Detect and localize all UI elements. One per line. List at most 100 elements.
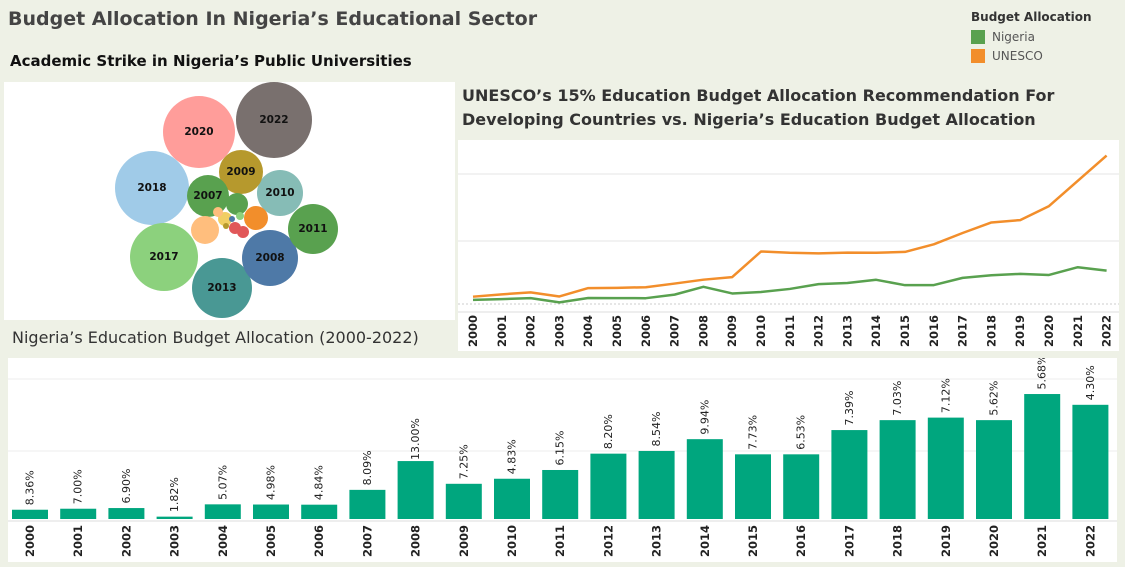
x-tick-label: 2004 [581,315,595,347]
bubble [192,258,252,318]
x-tick-label: 2006 [312,525,326,557]
bubble [213,207,223,217]
x-tick-label: 2022 [1083,525,1097,557]
bar [879,420,916,519]
bubble-label: 2018 [137,182,166,194]
x-tick-label: 2015 [746,525,760,557]
bubble-label: 2020 [184,126,213,138]
x-tick-label: 2000 [23,525,37,557]
line-chart: 2000 2001 2002 2003 2004 2005 2006 2007 2008 2009… [458,154,1119,347]
bar-data-label: 8.09% [361,450,374,485]
legend-item-unesco[interactable]: UNESCO [971,46,1121,65]
x-tick-label: 2015 [898,315,912,347]
bar-data-label: 6.53% [795,415,808,450]
x-tick-label: 2013 [650,525,664,557]
bar-data-label: 8.54% [650,411,663,446]
bar [445,483,482,519]
x-tick-label: 2012 [812,315,826,347]
legend-item-nigeria[interactable]: Nigeria [971,27,1121,46]
bar-data-label: 7.25% [457,444,470,479]
bubble [229,216,235,222]
bar [204,504,241,519]
x-tick-label: 2000 [466,315,480,347]
x-tick-label: 2019 [1013,315,1027,347]
bar-data-label: 8.20% [602,414,615,449]
bar-data-label: 13.00% [409,418,422,460]
bar [590,453,627,519]
x-tick-label: 2013 [840,315,854,347]
x-tick-label: 2016 [794,525,808,557]
bubble-chart-title: Academic Strike in Nigeria’s Public Univ… [10,52,412,70]
bar [12,509,48,519]
bubble-chart-panel: 2022 2020 2018 2017 2013 2008 2011 2010 2009 2007 [4,82,455,320]
bar-data-label: 8.36% [24,470,37,505]
bar-chart-title: Nigeria’s Education Budget Allocation (2… [12,328,419,347]
bubble [236,82,312,158]
bubble [244,206,268,230]
series-line-unesco [472,154,1108,298]
bar [686,439,723,519]
x-tick-label: 2020 [1042,315,1056,347]
bar [301,504,338,519]
bubble [226,193,248,215]
legend-swatch-unesco [971,48,985,63]
x-tick-label: 2001 [495,315,509,347]
bar-data-label: 6.15% [554,431,567,466]
bubble [223,223,229,229]
x-tick-label: 2005 [264,525,278,557]
bar-data-label: 7.12% [939,378,952,413]
bar-data-label: 5.62% [988,381,1001,416]
x-tick-label: 2010 [754,315,768,347]
x-tick-label: 2019 [939,525,953,557]
bar [349,489,386,519]
bubble-label: 2013 [207,282,236,294]
bar-data-label: 7.73% [747,415,760,450]
x-tick-label: 2009 [725,315,739,347]
x-tick-label: 2008 [409,525,423,557]
x-tick-label: 2022 [1100,315,1114,347]
bubble [257,170,303,216]
bar-data-label: 4.84% [313,465,326,500]
bubble-label: 2011 [298,223,327,235]
bubble-label: 2009 [226,166,255,178]
x-tick-label: 2006 [639,315,653,347]
bubble-label: 2008 [255,252,284,264]
bar-chart-panel: 8.36% 7.00% 6.90% 1.82% 5.07% 4.98% 4.84% 8.09%… [8,355,1117,562]
bubble-label: 2022 [259,114,288,126]
line-chart-panel: 2000 2001 2002 2003 2004 2005 2006 2007 2008 2009… [458,140,1119,351]
bar [494,478,530,519]
bar [1024,394,1061,519]
bar-data-label: 9.94% [698,400,711,435]
bubble [115,151,189,225]
bubble [242,230,298,286]
bar [1072,404,1109,519]
bar-data-label: 7.39% [843,391,856,426]
x-tick-label: 2004 [216,525,230,557]
x-tick-label: 2020 [987,525,1001,557]
x-tick-label: 2003 [552,315,566,347]
bubble-label: 2017 [149,251,178,263]
x-tick-label: 2003 [168,525,182,557]
bar-data-label: 7.00% [72,469,85,504]
bubble-label: 2007 [193,190,222,202]
bubble [130,223,198,291]
dashboard-title: Budget Allocation In Nigeria’s Education… [8,8,538,30]
x-tick-label: 2008 [696,315,710,347]
legend-swatch-nigeria [971,29,985,44]
x-tick-label: 2018 [891,525,905,557]
x-tick-label: 2002 [119,525,133,557]
bar-data-label: 7.03% [891,381,904,416]
x-tick-label: 2017 [842,525,856,557]
bar [735,454,771,519]
bar-data-label: 4.98% [265,465,278,500]
series-line-nigeria [472,265,1107,304]
bar [108,508,145,519]
bar-data-label: 4.30% [1084,365,1097,400]
bar [253,504,289,519]
bar [156,516,193,519]
x-tick-label: 2014 [869,315,883,347]
bar-data-label: 1.82% [168,477,181,512]
bubble [236,212,244,220]
bubble [237,226,249,238]
